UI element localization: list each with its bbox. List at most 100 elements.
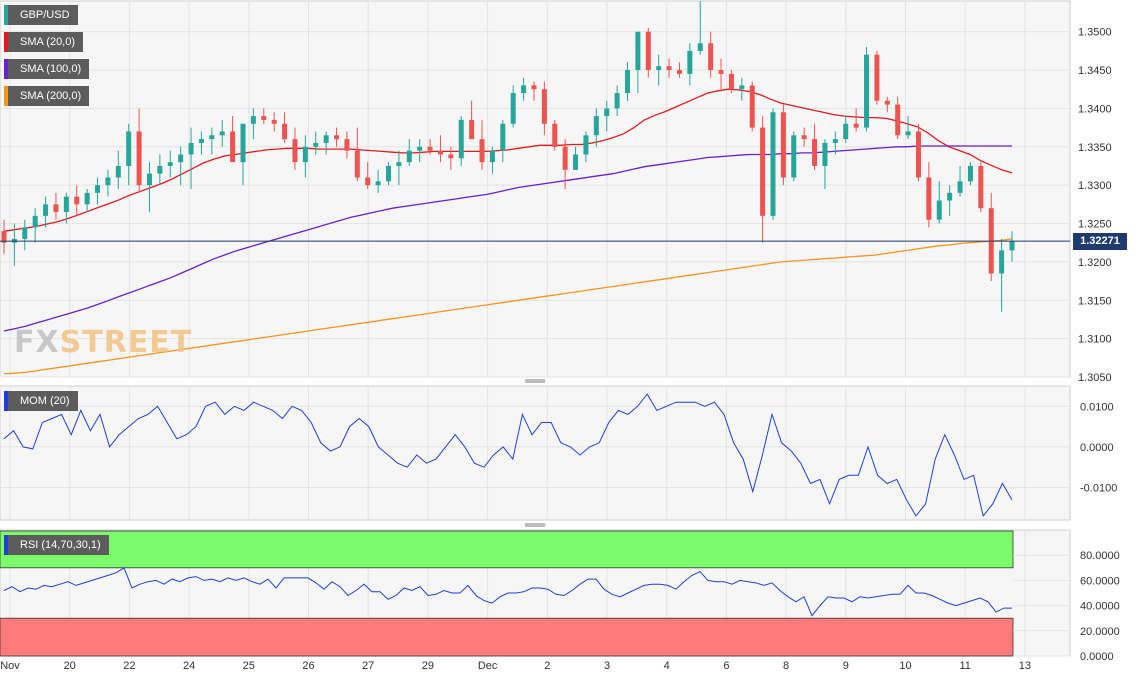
price-tick-label: 1.3500 — [1078, 27, 1112, 39]
candle-body — [63, 196, 69, 213]
candle-body — [271, 119, 277, 124]
candle-body — [437, 150, 443, 155]
candle-body — [282, 123, 288, 140]
candle-body — [448, 154, 454, 159]
candle-body — [604, 108, 610, 117]
candle-body — [396, 162, 402, 166]
candle-body — [593, 116, 599, 136]
candle-body — [167, 162, 173, 166]
candle-body — [843, 123, 849, 140]
candle-body — [209, 135, 215, 140]
candle-body — [344, 139, 350, 151]
candle-body — [749, 85, 755, 128]
rsi-tick-label: 40.0000 — [1080, 601, 1120, 613]
fxstreet-watermark-logo: FXSTREET — [14, 325, 193, 360]
candle-body — [1009, 241, 1015, 251]
candle-body — [219, 131, 225, 136]
candle-body — [926, 177, 932, 220]
x-tick-label: 8 — [783, 660, 789, 672]
x-tick-label: 4 — [664, 660, 670, 672]
candle-body — [240, 123, 246, 163]
candle-body — [323, 135, 329, 143]
candle-body — [22, 227, 28, 239]
x-tick-label: 26 — [302, 660, 314, 672]
candle-body — [292, 139, 298, 163]
rsi-overbought-zone — [0, 530, 1014, 569]
rsi-tick-label: 80.0000 — [1080, 550, 1120, 562]
candle-body — [427, 146, 433, 151]
x-tick-label: Dec — [478, 660, 498, 672]
candle-body — [895, 104, 901, 136]
candle-body — [157, 165, 163, 174]
rsi-tick-label: 60.0000 — [1080, 575, 1120, 587]
candle-body — [614, 93, 620, 109]
candle-body — [406, 150, 412, 163]
candle-body — [583, 135, 589, 155]
candle-body — [728, 73, 734, 90]
candle-body — [967, 165, 973, 182]
candle-body — [780, 112, 786, 178]
candle-body — [198, 139, 204, 143]
candle-body — [739, 85, 745, 90]
x-tick-label: 24 — [183, 660, 195, 672]
x-tick-label: 27 — [362, 660, 374, 672]
candle-body — [635, 31, 641, 71]
candle-body — [656, 66, 662, 71]
candle-body — [687, 50, 693, 74]
candle-body — [1, 231, 7, 243]
candle-body — [905, 131, 911, 136]
mom-tick-label: 0.0100 — [1080, 401, 1114, 413]
candle-body — [853, 123, 859, 128]
candle-body — [95, 185, 101, 193]
candle-body — [188, 142, 194, 155]
candle-body — [947, 192, 953, 201]
price-tick-label: 1.3450 — [1078, 65, 1112, 77]
candle-body — [864, 54, 870, 128]
candle-body — [552, 123, 558, 147]
candle-body — [365, 177, 371, 186]
candle-body — [53, 204, 59, 213]
x-tick-label: 10 — [899, 660, 911, 672]
candle-body — [822, 142, 828, 166]
candle-body — [302, 146, 308, 163]
candle-body — [334, 135, 340, 140]
mom-tick-label: -0.0100 — [1080, 483, 1117, 495]
candle-body — [500, 123, 506, 151]
candle-body — [115, 165, 121, 178]
candle-body — [666, 66, 672, 71]
candle-body — [791, 135, 797, 178]
candle-body — [230, 131, 236, 163]
price-tick-label: 1.3400 — [1078, 103, 1112, 115]
candle-body — [708, 43, 714, 71]
sma20-line — [3, 88, 1013, 232]
candle-body — [126, 131, 132, 166]
candle-body — [884, 100, 890, 105]
legend-rsi: RSI (14,70,30,1) — [4, 535, 109, 555]
candle-body — [489, 150, 495, 163]
candle-body — [385, 165, 391, 182]
x-tick-label: 3 — [604, 660, 610, 672]
x-tick-label: 9 — [843, 660, 849, 672]
candle-body — [469, 119, 475, 140]
sma200-line — [3, 238, 1013, 375]
candle-body — [510, 93, 516, 124]
candle-body — [354, 150, 360, 178]
candle-body — [760, 127, 766, 216]
current-price-label: 1.32271 — [1073, 233, 1127, 250]
sma100-line — [3, 145, 1012, 332]
candle-body — [801, 135, 807, 140]
x-tick-label: 2 — [544, 660, 550, 672]
x-tick-label: Nov — [0, 660, 20, 672]
x-tick-label: 13 — [1019, 660, 1031, 672]
price-tick-label: 1.3200 — [1078, 257, 1112, 269]
candle-body — [718, 70, 724, 74]
legend-sma100: SMA (100,0) — [4, 59, 90, 79]
legend-mom: MOM (20) — [4, 391, 78, 411]
candle-body — [261, 116, 267, 120]
pane-background-1 — [0, 385, 1071, 521]
candle-body — [573, 154, 579, 170]
candle-body — [541, 89, 547, 124]
candle-body — [84, 192, 90, 205]
candle-body — [812, 139, 818, 166]
candle-body — [697, 43, 703, 51]
